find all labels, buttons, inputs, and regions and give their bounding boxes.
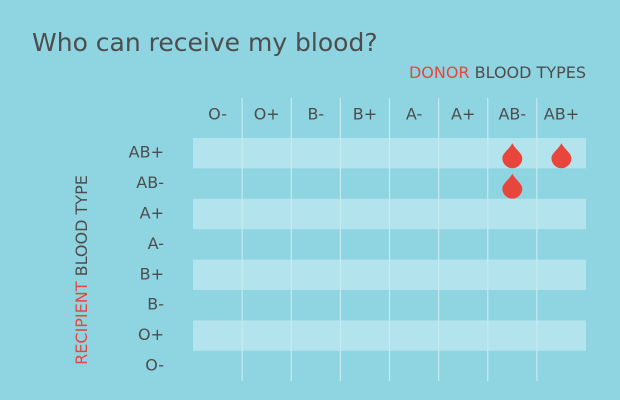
column-header: O- xyxy=(208,105,227,124)
row-header: O- xyxy=(145,356,164,375)
row-header: AB+ xyxy=(129,143,164,162)
recipient-label: RECIPIENT BLOOD TYPE xyxy=(72,175,91,365)
row-header: B- xyxy=(147,295,164,314)
grid xyxy=(193,98,586,381)
row-header: B+ xyxy=(140,264,164,283)
column-header: AB+ xyxy=(544,105,579,124)
row-header: O+ xyxy=(138,325,164,344)
row-header: A+ xyxy=(140,204,164,223)
column-header: AB- xyxy=(498,105,526,124)
title: Who can receive my blood? xyxy=(32,28,378,57)
blood-drop xyxy=(502,173,523,199)
row-header: A- xyxy=(148,234,164,253)
donor-label: DONOR BLOOD TYPES xyxy=(409,63,586,82)
recipient-rest: BLOOD TYPE xyxy=(72,175,91,276)
column-header: A+ xyxy=(451,105,475,124)
donor-highlight: DONOR xyxy=(409,63,470,82)
column-header: A- xyxy=(406,105,422,124)
column-header: B- xyxy=(307,105,324,124)
column-header: B+ xyxy=(353,105,377,124)
blood-drop xyxy=(502,143,523,169)
donor-rest: BLOOD TYPES xyxy=(475,63,586,82)
column-header: O+ xyxy=(254,105,280,124)
row-header: AB- xyxy=(136,173,164,192)
blood-drop xyxy=(551,143,572,169)
recipient-highlight: RECIPIENT xyxy=(72,281,91,365)
